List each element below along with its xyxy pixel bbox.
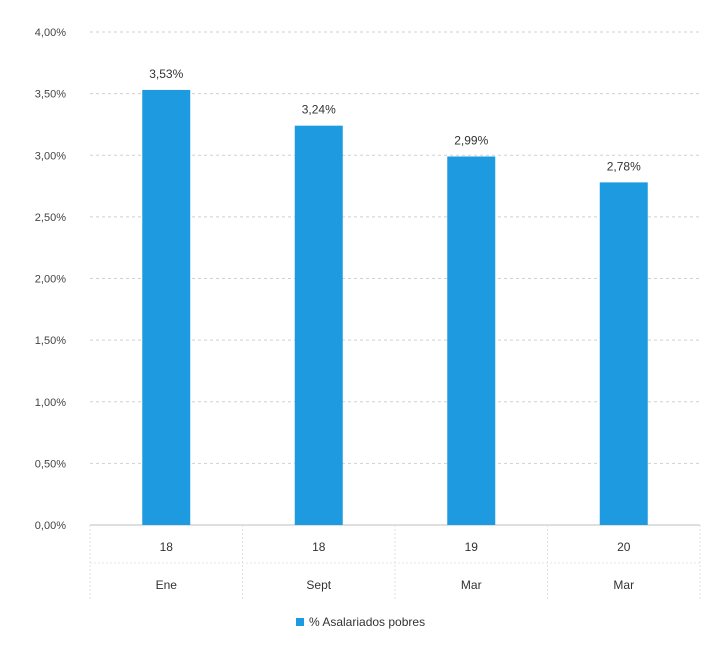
legend-label: % Asalariados pobres (309, 615, 425, 629)
y-tick-label: 0,50% (35, 458, 66, 470)
axes: 0,00% 0,50% 1,00% 1,50% 2,00% 2,50% 3,00% 3,50%… (35, 27, 701, 600)
data-labels: 3,53% 3,24% 2,99% 2,78% (149, 67, 641, 173)
x-tick-label-month: Mar (613, 578, 634, 592)
y-tick-label: 2,00% (35, 274, 66, 286)
legend-swatch (296, 618, 304, 626)
y-tick-label: 0,00% (35, 520, 66, 532)
x-tick-label-year: 20 (617, 540, 631, 554)
x-tick-label-month: Ene (156, 578, 178, 592)
x-tick-label-year: 18 (160, 540, 174, 554)
bar (599, 182, 648, 526)
data-label: 2,99% (454, 133, 488, 147)
data-label: 3,24% (302, 103, 336, 117)
legend: % Asalariados pobres (296, 615, 425, 629)
y-tick-label: 1,50% (35, 335, 66, 347)
bars (142, 89, 648, 526)
y-tick-label: 2,50% (35, 212, 66, 224)
x-tick-label-month: Sept (306, 578, 331, 592)
y-tick-label: 4,00% (35, 27, 66, 39)
x-tick-label-year: 19 (465, 540, 479, 554)
bar (294, 125, 343, 526)
y-tick-label: 3,50% (35, 89, 66, 101)
y-tick-label: 1,00% (35, 397, 66, 409)
data-label: 3,53% (149, 67, 183, 81)
y-tick-label: 3,00% (35, 150, 66, 162)
data-label: 2,78% (607, 159, 641, 173)
x-tick-label-year: 18 (312, 540, 326, 554)
bar (447, 156, 496, 526)
x-tick-label-month: Mar (461, 578, 482, 592)
bar (142, 89, 191, 526)
